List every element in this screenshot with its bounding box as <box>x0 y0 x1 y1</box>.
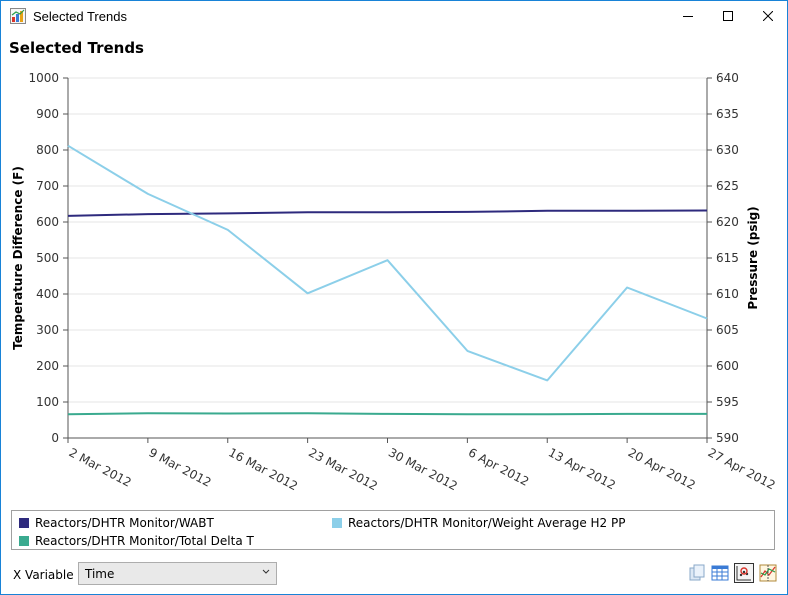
y-tick-label: 500 <box>36 251 59 265</box>
chevron-down-icon <box>262 569 270 574</box>
right-axis-ticks: 590 595 600 605 610 615 620 625 630 635 640 <box>707 71 739 445</box>
table-icon <box>711 565 729 581</box>
y-tick-label: 600 <box>36 215 59 229</box>
x-variable-label: X Variable <box>13 568 74 582</box>
x-tick-label: 30 Mar 2012 <box>386 445 460 493</box>
maximize-button[interactable] <box>707 1 749 31</box>
y2-tick-label: 600 <box>716 359 739 373</box>
copy-button[interactable] <box>687 563 707 583</box>
legend-swatch <box>19 518 29 528</box>
x-tick-label: 2 Mar 2012 <box>67 445 134 489</box>
copy-icon <box>689 564 705 581</box>
x-variable-select[interactable]: Time <box>78 562 277 585</box>
y2-tick-label: 615 <box>716 251 739 265</box>
chart-legend: Reactors/DHTR Monitor/WABT Reactors/DHTR… <box>11 510 775 550</box>
close-icon <box>763 11 773 21</box>
window-title: Selected Trends <box>33 9 127 24</box>
y-tick-label: 400 <box>36 287 59 301</box>
grid-lines <box>68 77 707 439</box>
x-tick-label: 27 Apr 2012 <box>706 445 778 492</box>
scatter-plot-icon <box>736 566 751 581</box>
y-tick-label: 800 <box>36 143 59 157</box>
y-tick-label: 300 <box>36 323 59 337</box>
series-lines <box>67 144 708 416</box>
y2-tick-label: 605 <box>716 323 739 337</box>
right-axis-label: Pressure (psig) <box>746 206 760 309</box>
legend-item-total-delta-t[interactable]: Reactors/DHTR Monitor/Total Delta T <box>19 533 254 549</box>
title-bar[interactable]: Selected Trends <box>1 1 787 31</box>
maximize-icon <box>723 11 733 21</box>
legend-label: Reactors/DHTR Monitor/WABT <box>35 516 214 530</box>
y2-tick-label: 620 <box>716 215 739 229</box>
minimize-icon <box>683 16 693 17</box>
left-axis-ticks: 0 100 200 300 400 500 600 700 800 900 1000 <box>28 71 68 445</box>
y-tick-label: 1000 <box>28 71 59 85</box>
legend-swatch <box>332 518 342 528</box>
legend-item-h2pp[interactable]: Reactors/DHTR Monitor/Weight Average H2 … <box>332 515 625 531</box>
scatter-plot-button[interactable] <box>734 563 754 583</box>
y2-tick-label: 630 <box>716 143 739 157</box>
minimize-button[interactable] <box>667 1 709 31</box>
table-view-button[interactable] <box>710 563 730 583</box>
close-button[interactable] <box>747 1 788 31</box>
x-tick-label: 6 Apr 2012 <box>466 445 531 489</box>
legend-item-wabt[interactable]: Reactors/DHTR Monitor/WABT <box>19 515 214 531</box>
app-icon <box>10 8 26 24</box>
series-line <box>67 144 708 382</box>
trend-chart: 0 100 200 300 400 500 600 700 800 900 1000 590 595 6… <box>11 71 778 493</box>
y2-tick-label: 625 <box>716 179 739 193</box>
x-tick-label: 16 Mar 2012 <box>226 445 300 493</box>
x-tick-label: 23 Mar 2012 <box>306 445 380 493</box>
legend-label: Reactors/DHTR Monitor/Weight Average H2 … <box>348 516 626 530</box>
x-variable-value: Time <box>85 567 115 581</box>
y2-tick-label: 635 <box>716 107 739 121</box>
y-tick-label: 700 <box>36 179 59 193</box>
left-axis-label: Temperature Difference (F) <box>11 166 25 350</box>
trend-plot-button[interactable] <box>758 563 778 583</box>
y2-tick-label: 595 <box>716 395 739 409</box>
series-line <box>67 412 707 416</box>
x-tick-label: 9 Mar 2012 <box>146 445 213 489</box>
x-axis-ticks: 2 Mar 2012 9 Mar 2012 16 Mar 2012 23 Mar 20… <box>67 438 778 493</box>
x-tick-label: 13 Apr 2012 <box>546 445 618 492</box>
y-tick-label: 200 <box>36 359 59 373</box>
y2-tick-label: 590 <box>716 431 739 445</box>
x-tick-label: 20 Apr 2012 <box>626 445 698 492</box>
series-line <box>67 209 708 217</box>
legend-label: Reactors/DHTR Monitor/Total Delta T <box>35 534 254 548</box>
y2-tick-label: 610 <box>716 287 739 301</box>
legend-swatch <box>19 536 29 546</box>
y-tick-label: 0 <box>51 431 59 445</box>
page-title: Selected Trends <box>9 39 144 57</box>
trend-plot-icon <box>759 564 777 582</box>
y2-tick-label: 640 <box>716 71 739 85</box>
y-tick-label: 900 <box>36 107 59 121</box>
y-tick-label: 100 <box>36 395 59 409</box>
